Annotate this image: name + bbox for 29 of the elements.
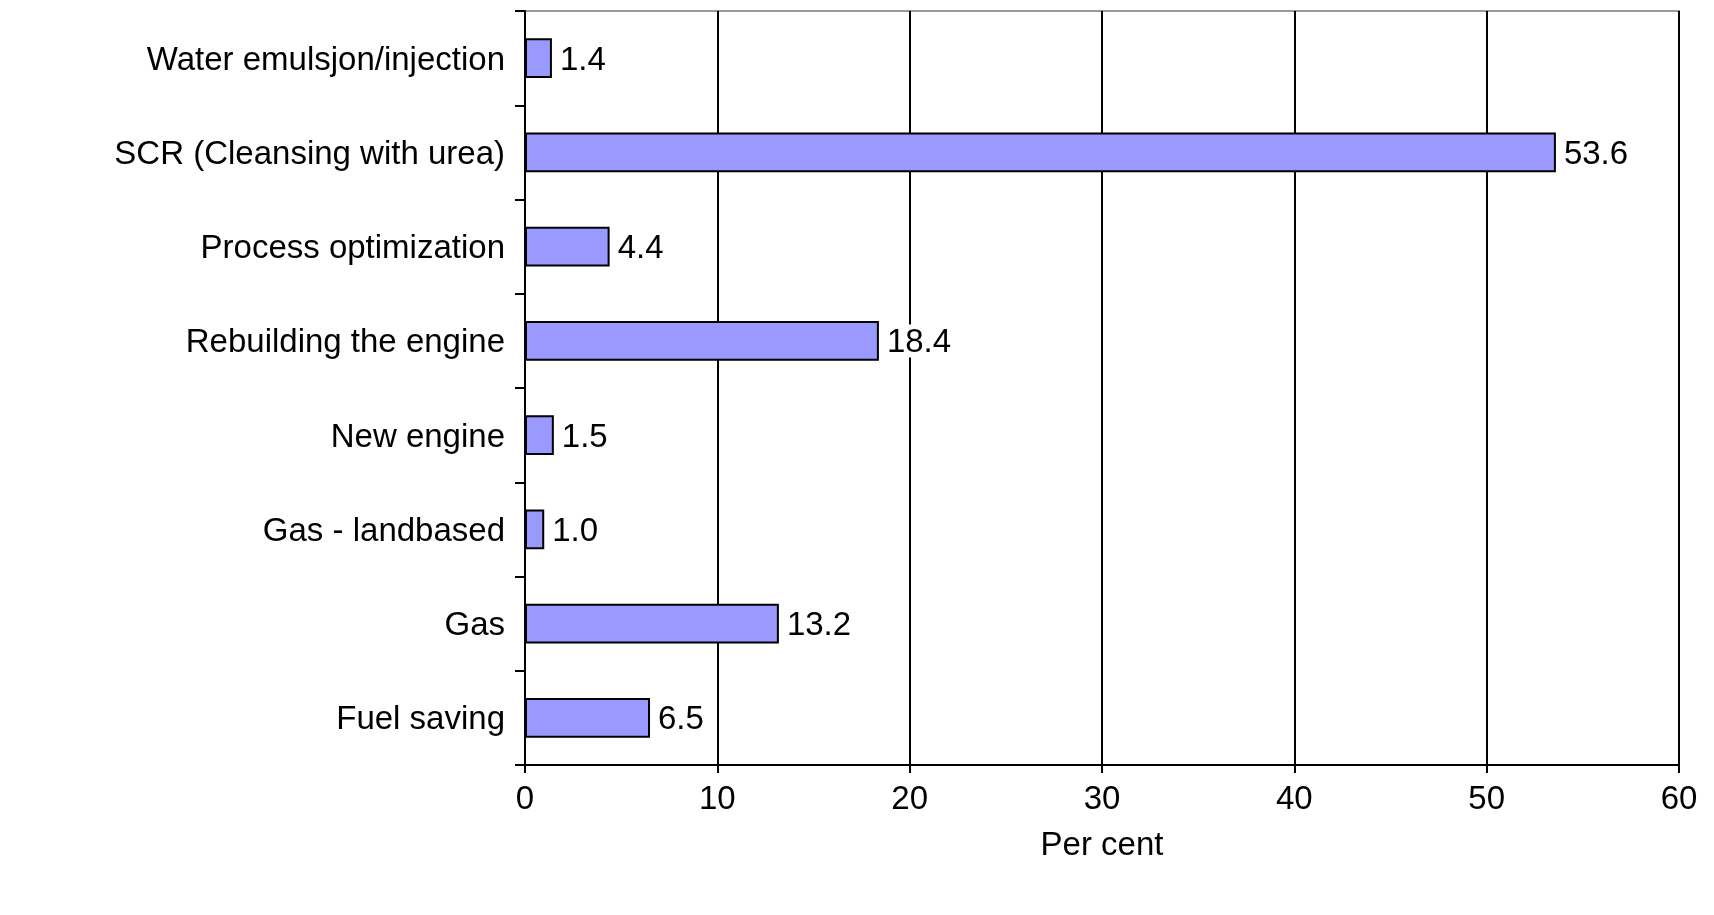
data-label: 6.5 [658,699,704,737]
y-tick-label: Gas - landbased [262,510,505,548]
bar [525,698,651,738]
x-tick-label: 0 [515,779,535,816]
bar [525,415,554,455]
x-tick-label: 20 [891,779,929,816]
y-tick-label: Gas [444,605,505,643]
x-tick-label: 50 [1468,779,1506,816]
x-tick-label: 40 [1275,779,1313,816]
y-tick-label: Process optimization [200,228,505,266]
bar [525,226,610,267]
data-label: 1.5 [561,416,608,454]
x-tick-label: 10 [698,779,736,816]
x-tick-label: 30 [1083,779,1121,816]
y-tick-label: New engine [330,416,505,454]
data-label: 13.2 [786,605,852,643]
y-tick-label: Rebuilding the engine [185,322,505,360]
x-axis-title: Per cent [1040,825,1164,862]
data-label: 53.6 [1563,133,1629,171]
x-tick-label: 60 [1660,779,1698,816]
y-tick-label: Fuel saving [336,699,505,737]
data-label: 4.4 [617,228,664,266]
bar [525,38,552,78]
y-tick-label: SCR (Cleansing with urea) [114,133,505,171]
data-label: 1.4 [559,39,606,77]
y-tick-label: Water emulsjon/injection [146,39,505,77]
data-label: 18.4 [886,322,952,360]
data-label: 1.0 [552,510,599,548]
bar [525,509,545,550]
